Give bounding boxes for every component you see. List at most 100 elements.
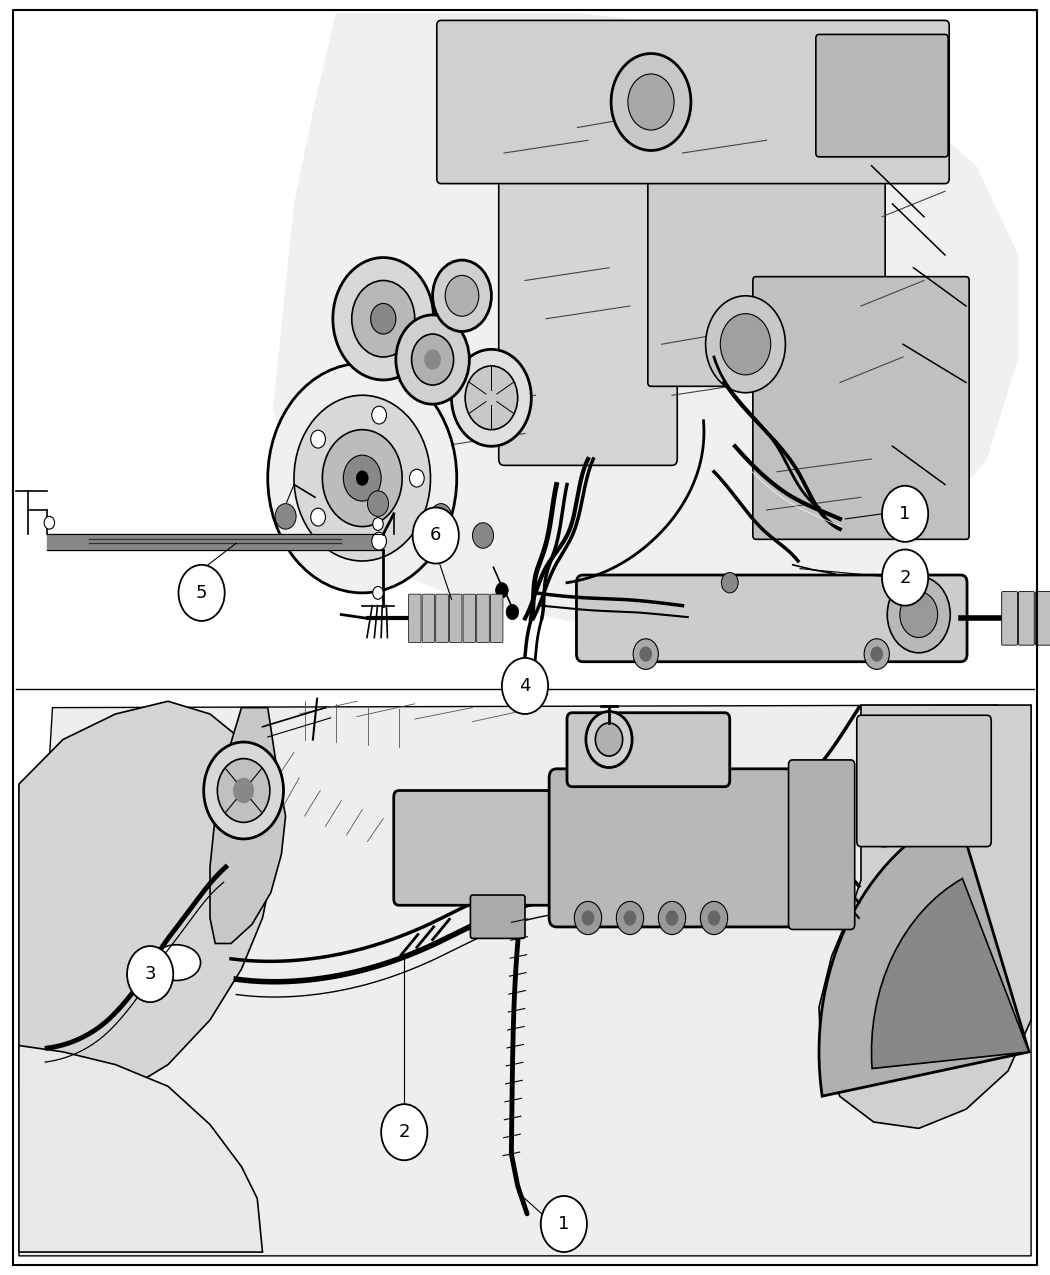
- Circle shape: [541, 1196, 587, 1252]
- Polygon shape: [19, 701, 273, 1099]
- FancyBboxPatch shape: [408, 594, 421, 643]
- FancyBboxPatch shape: [490, 594, 503, 643]
- Circle shape: [870, 646, 883, 662]
- FancyBboxPatch shape: [1018, 592, 1034, 645]
- Circle shape: [616, 901, 644, 935]
- Circle shape: [311, 509, 326, 527]
- FancyBboxPatch shape: [463, 594, 476, 643]
- Circle shape: [343, 455, 381, 501]
- FancyBboxPatch shape: [789, 760, 855, 929]
- Circle shape: [373, 518, 383, 530]
- Circle shape: [624, 910, 636, 926]
- FancyBboxPatch shape: [394, 790, 572, 905]
- Text: 1: 1: [900, 505, 910, 523]
- Text: 2: 2: [399, 1123, 410, 1141]
- Wedge shape: [872, 878, 1029, 1068]
- Circle shape: [639, 646, 652, 662]
- Circle shape: [465, 366, 518, 430]
- Circle shape: [506, 604, 519, 620]
- Circle shape: [496, 583, 508, 598]
- Circle shape: [582, 910, 594, 926]
- Circle shape: [666, 910, 678, 926]
- Polygon shape: [19, 705, 1031, 1256]
- Circle shape: [178, 565, 225, 621]
- Circle shape: [275, 504, 296, 529]
- Circle shape: [424, 349, 441, 370]
- Circle shape: [900, 592, 938, 638]
- Circle shape: [368, 491, 388, 516]
- Polygon shape: [210, 708, 286, 944]
- Circle shape: [706, 296, 785, 393]
- FancyBboxPatch shape: [549, 769, 811, 927]
- Polygon shape: [819, 705, 1031, 1128]
- Circle shape: [396, 315, 469, 404]
- Wedge shape: [819, 812, 1029, 1096]
- Circle shape: [721, 572, 738, 593]
- Circle shape: [700, 901, 728, 935]
- FancyBboxPatch shape: [648, 98, 885, 386]
- Circle shape: [502, 658, 548, 714]
- Circle shape: [472, 523, 493, 548]
- Circle shape: [372, 407, 386, 425]
- Circle shape: [410, 469, 424, 487]
- Text: 1: 1: [559, 1215, 569, 1233]
- Circle shape: [127, 946, 173, 1002]
- Ellipse shape: [152, 945, 201, 980]
- FancyBboxPatch shape: [436, 594, 448, 643]
- Circle shape: [371, 303, 396, 334]
- Circle shape: [882, 550, 928, 606]
- Circle shape: [373, 586, 383, 599]
- Circle shape: [708, 910, 720, 926]
- Polygon shape: [19, 1046, 262, 1252]
- FancyBboxPatch shape: [567, 713, 730, 787]
- FancyBboxPatch shape: [470, 895, 525, 938]
- Circle shape: [356, 470, 369, 486]
- FancyBboxPatch shape: [1035, 592, 1050, 645]
- Text: 4: 4: [520, 677, 530, 695]
- Circle shape: [611, 54, 691, 150]
- FancyBboxPatch shape: [449, 594, 462, 643]
- Circle shape: [887, 576, 950, 653]
- Circle shape: [268, 363, 457, 593]
- Circle shape: [322, 430, 402, 527]
- Circle shape: [204, 742, 284, 839]
- FancyBboxPatch shape: [816, 34, 948, 157]
- FancyBboxPatch shape: [499, 121, 677, 465]
- Circle shape: [333, 258, 434, 380]
- FancyBboxPatch shape: [576, 575, 967, 662]
- Circle shape: [882, 486, 928, 542]
- Circle shape: [574, 901, 602, 935]
- Text: 3: 3: [145, 965, 155, 983]
- Circle shape: [452, 349, 531, 446]
- FancyBboxPatch shape: [422, 594, 435, 643]
- Text: 2: 2: [900, 569, 910, 586]
- FancyBboxPatch shape: [857, 715, 991, 847]
- Circle shape: [294, 395, 430, 561]
- Circle shape: [658, 901, 686, 935]
- Circle shape: [628, 74, 674, 130]
- Circle shape: [352, 280, 415, 357]
- Text: 5: 5: [196, 584, 207, 602]
- Text: 6: 6: [430, 527, 441, 544]
- Circle shape: [381, 1104, 427, 1160]
- FancyBboxPatch shape: [437, 20, 949, 184]
- FancyBboxPatch shape: [753, 277, 969, 539]
- Circle shape: [412, 334, 454, 385]
- Circle shape: [217, 759, 270, 822]
- Circle shape: [413, 507, 459, 564]
- Polygon shape: [273, 13, 1018, 625]
- Circle shape: [595, 723, 623, 756]
- Circle shape: [233, 778, 254, 803]
- Circle shape: [44, 516, 55, 529]
- Circle shape: [433, 260, 491, 332]
- Circle shape: [586, 711, 632, 768]
- FancyBboxPatch shape: [1002, 592, 1017, 645]
- Circle shape: [311, 430, 326, 448]
- FancyBboxPatch shape: [477, 594, 489, 643]
- Circle shape: [633, 639, 658, 669]
- Circle shape: [720, 314, 771, 375]
- Circle shape: [864, 639, 889, 669]
- Circle shape: [445, 275, 479, 316]
- Circle shape: [430, 504, 452, 529]
- Circle shape: [372, 532, 386, 550]
